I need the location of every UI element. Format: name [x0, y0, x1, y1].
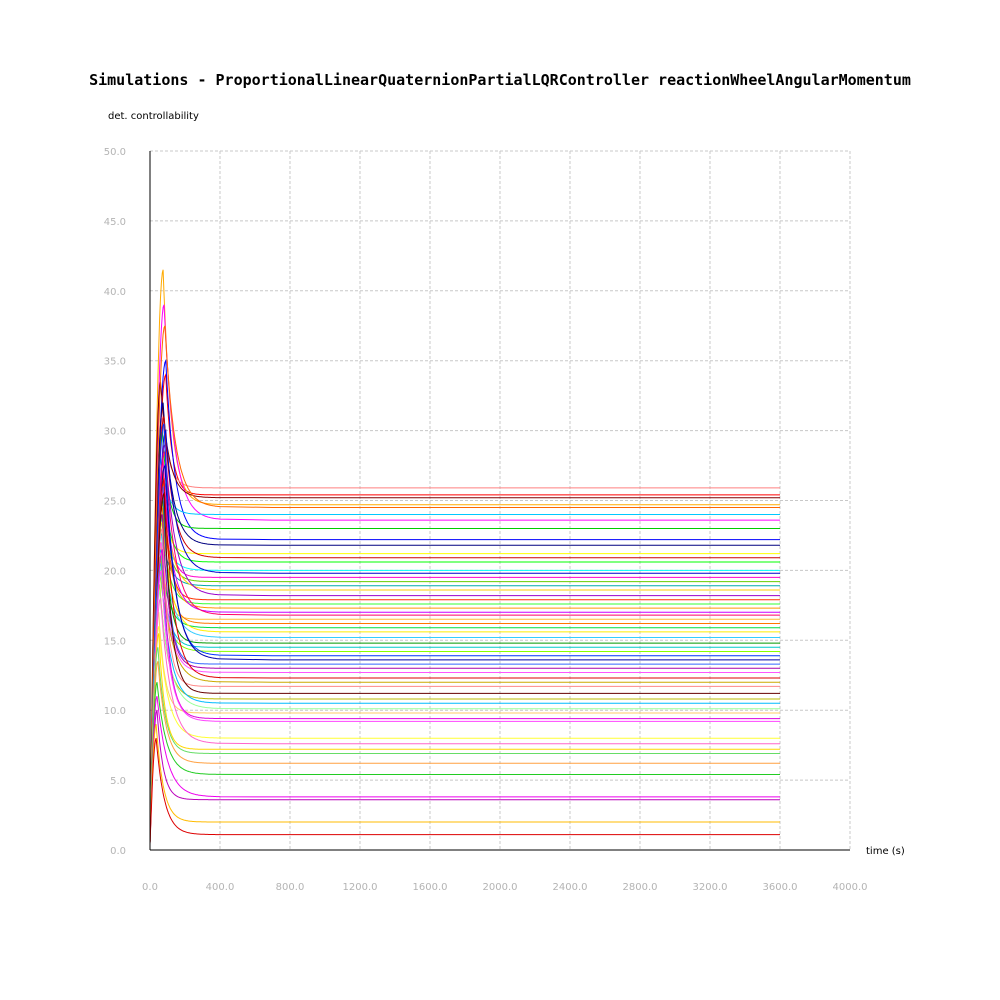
series-line: [149, 381, 780, 838]
series-line: [149, 514, 780, 844]
y-tick-label: 15.0: [104, 636, 126, 647]
series-line: [149, 491, 780, 841]
series-line: [149, 442, 780, 844]
x-tick-label: 0.0: [142, 882, 158, 893]
y-tick-label: 10.0: [104, 706, 126, 717]
series-line: [149, 500, 780, 842]
series-line: [149, 472, 780, 842]
x-tick-label: 400.0: [206, 882, 235, 893]
series-line: [149, 416, 780, 841]
series-line: [149, 507, 780, 841]
series-line: [149, 598, 780, 842]
y-tick-label: 35.0: [104, 357, 126, 368]
series-line: [149, 463, 780, 842]
tick-labels: 0.0 400.0 800.0 1200.0 1600.0 2000.0 2400.0 280…: [104, 147, 868, 893]
series-line: [149, 428, 780, 839]
x-tick-label: 4000.0: [833, 882, 868, 893]
series-line: [149, 449, 780, 842]
series-line: [149, 477, 780, 842]
series-line: [149, 358, 780, 842]
series-line: [149, 416, 780, 837]
series-line: [149, 682, 780, 842]
series-line: [149, 514, 780, 842]
series-line: [149, 591, 780, 842]
series-line: [149, 500, 780, 842]
x-tick-label: 2000.0: [483, 882, 518, 893]
series-line: [149, 521, 780, 842]
series-group: [149, 269, 780, 845]
series-line: [149, 269, 780, 839]
y-tick-label: 50.0: [104, 147, 126, 158]
x-tick-label: 2800.0: [623, 882, 658, 893]
y-axis-label: det. controllability: [108, 111, 199, 122]
chart-title: Simulations - ProportionalLinearQuaterni…: [89, 71, 911, 89]
x-tick-label: 3600.0: [763, 882, 798, 893]
series-line: [149, 570, 780, 842]
series-line: [149, 633, 780, 844]
series-line: [149, 570, 780, 844]
series-line: [149, 661, 780, 844]
y-tick-label: 0.0: [110, 846, 126, 857]
series-line: [149, 647, 780, 842]
series-line: [149, 563, 780, 844]
x-axis-label: time (s): [866, 846, 905, 857]
series-line: [149, 458, 780, 844]
y-tick-label: 30.0: [104, 427, 126, 438]
y-tick-label: 5.0: [110, 776, 126, 787]
series-line: [149, 626, 780, 844]
y-tick-label: 25.0: [104, 497, 126, 508]
series-line: [149, 542, 780, 844]
series-line: [149, 696, 780, 844]
series-line: [149, 458, 780, 842]
series-line: [149, 542, 780, 844]
y-tick-label: 40.0: [104, 287, 126, 298]
y-tick-label: 20.0: [104, 566, 126, 577]
series-line: [149, 724, 780, 842]
x-tick-label: 3200.0: [693, 882, 728, 893]
series-line: [149, 738, 780, 845]
series-line: [149, 528, 780, 842]
x-tick-label: 1600.0: [413, 882, 448, 893]
series-line: [149, 402, 780, 844]
series-line: [149, 549, 780, 842]
x-tick-label: 800.0: [276, 882, 305, 893]
x-tick-label: 1200.0: [343, 882, 378, 893]
series-line: [149, 304, 780, 845]
x-tick-label: 2400.0: [553, 882, 588, 893]
axes: [149, 151, 850, 851]
series-line: [149, 484, 780, 842]
series-line: [149, 535, 780, 844]
series-line: [149, 325, 780, 835]
series-line: [149, 549, 780, 842]
grid: [150, 150, 851, 850]
series-line: [149, 430, 780, 841]
series-line: [149, 372, 780, 844]
y-tick-label: 45.0: [104, 217, 126, 228]
series-line: [149, 528, 780, 842]
series-line: [149, 710, 780, 844]
